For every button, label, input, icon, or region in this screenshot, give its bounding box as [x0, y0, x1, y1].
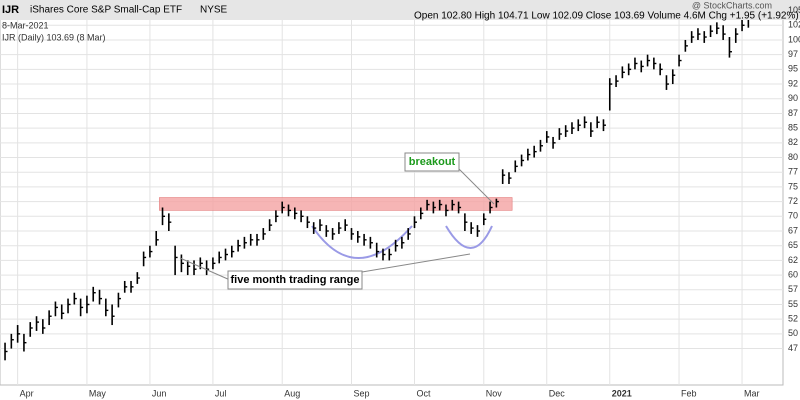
date: 8-Mar-2021 [2, 20, 49, 30]
annotation: five month trading range [231, 274, 360, 286]
grid [0, 0, 783, 385]
legend: IJR (Daily) 103.69 (8 Mar) [2, 32, 106, 42]
y-tick-label: 102 [788, 20, 800, 30]
x-tick-label: Feb [681, 388, 697, 398]
symbol: IJR [2, 4, 19, 16]
bars [4, 12, 751, 361]
y-tick-label: 77 [788, 167, 798, 177]
y-tick-label: 92 [788, 78, 798, 88]
cup-arc [311, 225, 413, 259]
y-tick-label: 57 [788, 284, 798, 294]
x-tick-label: May [89, 388, 107, 398]
annotation: breakout [409, 156, 456, 168]
plot-area [0, 0, 784, 386]
y-tick-label: 105 [788, 5, 800, 15]
x-tick-label: Apr [20, 388, 34, 398]
y-tick-label: 90 [788, 93, 798, 103]
x-tick-label: Aug [284, 388, 300, 398]
header-bar [0, 0, 800, 20]
zone-layer [159, 197, 513, 211]
x-tick-label: Sep [353, 388, 369, 398]
y-tick-label: 95 [788, 64, 798, 74]
resistance-zone [159, 197, 513, 211]
annotation-pointer [457, 167, 495, 205]
y-tick-label: 50 [788, 328, 798, 338]
annotation-pointer [361, 253, 471, 273]
exchange: NYSE [200, 5, 228, 16]
y-tick-label: 97 [788, 49, 798, 59]
x-tick-label: Dec [549, 388, 566, 398]
brand: @ StockCharts.com [692, 0, 772, 10]
annotation-box [227, 270, 363, 290]
y-tick-label: 60 [788, 269, 798, 279]
y-tick-label: 62 [788, 255, 798, 265]
y-tick-label: 55 [788, 299, 798, 309]
x-tick-label: Mar [744, 388, 760, 398]
y-tick-label: 85 [788, 123, 798, 133]
x-tick-label: 2021 [612, 388, 632, 398]
y-tick-label: 82 [788, 137, 798, 147]
handle-arc [445, 225, 493, 249]
y-tick-label: 70 [788, 211, 798, 221]
x-tick-label: Oct [416, 388, 431, 398]
annotation-pointer [179, 257, 231, 281]
y-tick-label: 87 [788, 108, 798, 118]
x-tick-label: Jun [152, 388, 167, 398]
y-tick-label: 75 [788, 181, 798, 191]
annotation-box [404, 152, 460, 172]
y-tick-label: 52 [788, 314, 798, 324]
y-tick-label: 80 [788, 152, 798, 162]
y-tick-label: 72 [788, 196, 798, 206]
security-name: iShares Core S&P Small-Cap ETF [30, 5, 182, 16]
quote: Open 102.80 High 104.71 Low 102.09 Close… [414, 11, 799, 22]
y-tick-label: 47 [788, 343, 798, 353]
y-tick-label: 100 [788, 34, 800, 44]
y-tick-label: 65 [788, 240, 798, 250]
y-tick-label: 67 [788, 225, 798, 235]
x-tick-label: Jul [215, 388, 227, 398]
x-tick-label: Nov [486, 388, 503, 398]
